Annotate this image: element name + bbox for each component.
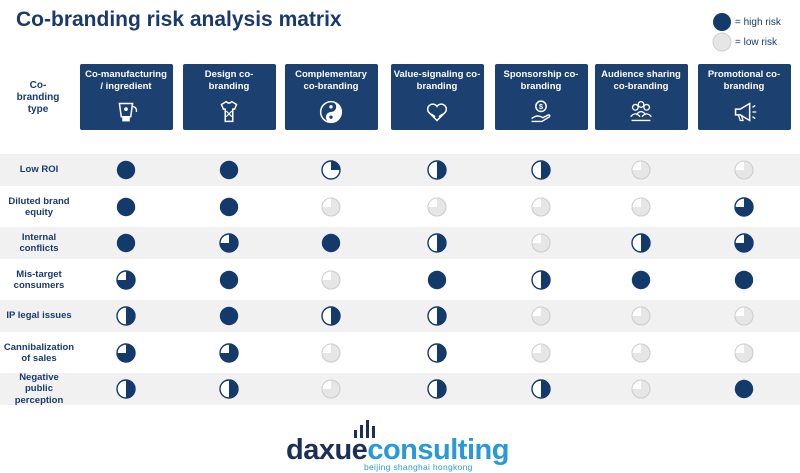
risk-indicator	[219, 343, 239, 363]
risk-indicator	[116, 270, 136, 290]
column-header-label: Complementary co-branding	[295, 69, 367, 92]
risk-indicator	[321, 270, 341, 290]
risk-indicator	[531, 379, 551, 399]
risk-indicator	[219, 233, 239, 253]
page-title: Co-branding risk analysis matrix	[16, 8, 342, 31]
column-header: Promotional co-branding	[697, 64, 791, 130]
risk-indicator	[427, 343, 447, 363]
daxue-logo: daxueconsulting beijing shanghai hongkon…	[286, 420, 516, 472]
column-header-label: Value-signaling co-branding	[393, 69, 481, 92]
risk-indicator	[116, 197, 136, 217]
row-label: Negative public perception	[14, 371, 64, 406]
legend-high: = high risk	[712, 12, 781, 32]
low-risk-circle-icon	[712, 32, 732, 52]
risk-indicator	[531, 197, 551, 217]
risk-indicator	[531, 306, 551, 326]
risk-indicator	[734, 306, 754, 326]
blender-icon	[118, 102, 138, 122]
money-hand-icon: $	[531, 100, 551, 123]
column-header: Audience sharing co-branding	[594, 64, 688, 130]
risk-indicator	[116, 343, 136, 363]
risk-indicator	[734, 379, 754, 399]
people-group-icon	[630, 100, 652, 122]
column-header-label: Design co-branding	[204, 69, 254, 92]
legend-low-label: = low risk	[735, 36, 777, 48]
tshirt-icon	[220, 100, 238, 123]
row-label: Low ROI	[19, 164, 59, 176]
risk-indicator	[531, 343, 551, 363]
column-header-label: Sponsorship co-branding	[503, 69, 579, 92]
risk-indicator	[734, 343, 754, 363]
risk-indicator	[219, 306, 239, 326]
column-header: Co-manufacturing / ingredient	[79, 64, 173, 130]
risk-indicator	[734, 233, 754, 253]
risk-indicator	[631, 306, 651, 326]
risk-indicator	[631, 233, 651, 253]
risk-indicator	[219, 160, 239, 180]
column-header: Value-signaling co-branding	[390, 64, 484, 130]
risk-indicator	[427, 270, 447, 290]
row-label: IP legal issues	[6, 310, 72, 322]
risk-indicator	[321, 160, 341, 180]
risk-indicator	[219, 197, 239, 217]
heart-hands-icon	[426, 103, 448, 122]
logo-part1: daxue	[286, 434, 368, 466]
risk-indicator	[531, 160, 551, 180]
risk-indicator	[116, 233, 136, 253]
legend-high-label: = high risk	[735, 16, 781, 28]
column-header: Design co-branding	[182, 64, 276, 130]
risk-indicator	[116, 160, 136, 180]
column-header-label: Promotional co-branding	[707, 69, 781, 92]
risk-indicator	[734, 270, 754, 290]
risk-indicator	[321, 343, 341, 363]
svg-text:$: $	[539, 102, 544, 111]
risk-indicator	[631, 270, 651, 290]
row-label: Internal conflicts	[19, 231, 59, 255]
row-label: Cannibalization of sales	[3, 341, 75, 365]
column-header-label: Audience sharing co-branding	[601, 69, 681, 92]
legend-low: = low risk	[712, 32, 781, 52]
logo-tagline: beijing shanghai hongkong	[364, 462, 473, 472]
risk-indicator	[631, 160, 651, 180]
yin-yang-icon	[319, 100, 343, 124]
row-label: Diluted brand equity	[8, 195, 70, 219]
legend: = high risk = low risk	[712, 12, 781, 52]
column-header: Sponsorship co-branding $	[494, 64, 588, 130]
logo-bars-icon	[354, 420, 375, 438]
risk-indicator	[734, 160, 754, 180]
risk-indicator	[427, 160, 447, 180]
column-header: Complementary co-branding	[284, 64, 378, 130]
risk-indicator	[321, 233, 341, 253]
risk-indicator	[219, 270, 239, 290]
risk-indicator	[631, 379, 651, 399]
risk-indicator	[631, 343, 651, 363]
risk-indicator	[631, 197, 651, 217]
column-header-label: Co-manufacturing / ingredient	[85, 69, 167, 92]
risk-indicator	[321, 306, 341, 326]
risk-indicator	[531, 270, 551, 290]
risk-indicator	[321, 379, 341, 399]
logo-wordmark: daxueconsulting	[286, 434, 509, 467]
risk-indicator	[531, 233, 551, 253]
risk-indicator	[427, 233, 447, 253]
risk-indicator	[219, 379, 239, 399]
risk-indicator	[427, 306, 447, 326]
risk-indicator	[734, 197, 754, 217]
row-label: Mis-target consumers	[13, 268, 65, 292]
risk-indicator	[116, 379, 136, 399]
risk-indicator	[427, 379, 447, 399]
megaphone-icon	[734, 102, 757, 122]
high-risk-circle-icon	[713, 13, 731, 31]
risk-indicator	[427, 197, 447, 217]
corner-label: Co-branding type	[16, 80, 60, 115]
risk-indicator	[116, 306, 136, 326]
logo-part2: consulting	[367, 434, 509, 466]
risk-indicator	[321, 197, 341, 217]
